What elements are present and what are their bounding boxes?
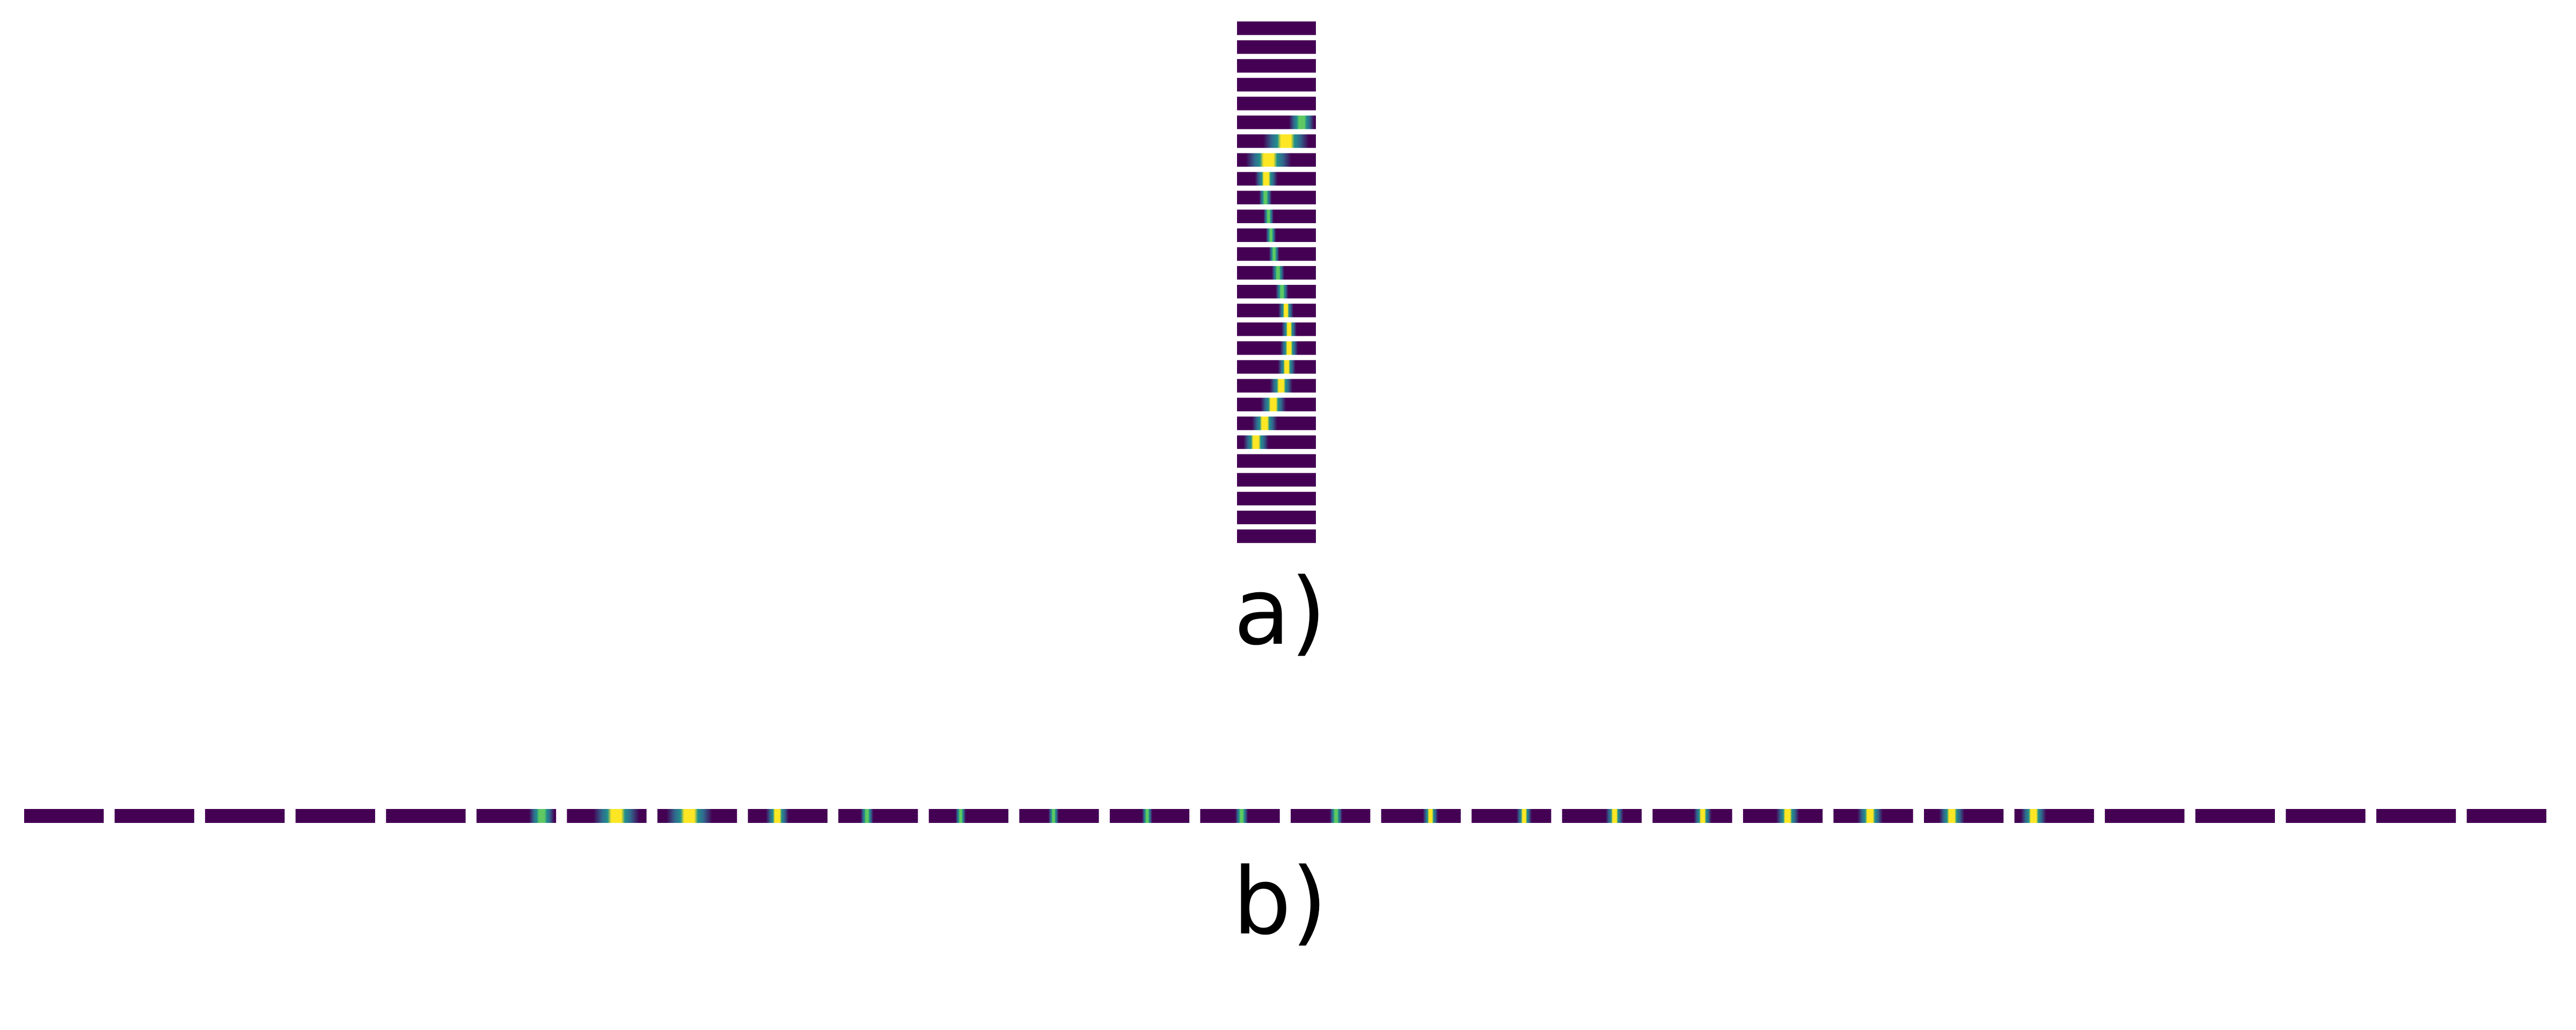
heatmap-strip-a — [1237, 416, 1316, 430]
heatmap-strip-b — [928, 809, 1008, 823]
heatmap-strip-a — [1237, 266, 1316, 280]
heatmap-strip-b — [2195, 809, 2275, 823]
heatmap-strip-b — [114, 809, 194, 823]
heatmap-strip-a — [1237, 78, 1316, 92]
heatmap-strip-a — [1237, 172, 1316, 186]
heatmap-strip-a — [1237, 40, 1316, 54]
panel-b-label: b) — [1233, 848, 1327, 955]
heatmap-strip-a — [1237, 21, 1316, 35]
heatmap-strip-a — [1237, 285, 1316, 299]
heatmap-strip-b — [567, 809, 647, 823]
heatmap-strip-b — [295, 809, 375, 823]
heatmap-strip-a — [1237, 59, 1316, 73]
heatmap-strip-b — [24, 809, 104, 823]
heatmap-strip-a — [1237, 491, 1316, 506]
heatmap-strip-b — [657, 809, 737, 823]
heatmap-strip-a — [1237, 97, 1316, 111]
heatmap-strip-a — [1237, 153, 1316, 167]
heatmap-strip-b — [2014, 809, 2094, 823]
heatmap-strip-a — [1237, 435, 1316, 449]
heatmap-strip-b — [1381, 809, 1461, 823]
heatmap-strip-b — [838, 809, 918, 823]
heatmap-strip-b — [1652, 809, 1732, 823]
heatmap-strip-b — [1472, 809, 1552, 823]
heatmap-strip-a — [1237, 379, 1316, 393]
heatmap-strip-a — [1237, 454, 1316, 468]
heatmap-strip-a — [1237, 134, 1316, 148]
heatmap-strip-b — [2376, 809, 2456, 823]
heatmap-strip-a — [1237, 115, 1316, 129]
heatmap-strip-b — [476, 809, 557, 823]
heatmap-strip-b — [2467, 809, 2546, 823]
heatmap-strip-a — [1237, 228, 1316, 242]
heatmap-strip-a — [1237, 341, 1316, 355]
heatmap-strip-b — [1291, 809, 1371, 823]
heatmap-strip-b — [1833, 809, 1913, 823]
heatmap-strip-b — [205, 809, 285, 823]
heatmap-strip-b — [386, 809, 466, 823]
heatmap-strip-b — [1562, 809, 1642, 823]
heatmap-strip-b — [1200, 809, 1280, 823]
heatmap-strip-a — [1237, 190, 1316, 204]
panel-a-heatmap-strips — [1237, 21, 1316, 543]
heatmap-strip-a — [1237, 473, 1316, 487]
heatmap-strip-a — [1237, 529, 1316, 543]
heatmap-strip-a — [1237, 209, 1316, 223]
heatmap-strip-b — [1743, 809, 1823, 823]
heatmap-strip-a — [1237, 304, 1316, 318]
heatmap-strip-a — [1237, 398, 1316, 411]
heatmap-strip-b — [2286, 809, 2366, 823]
panel-a-label: a) — [1234, 558, 1327, 666]
heatmap-strip-a — [1237, 247, 1316, 261]
heatmap-strip-b — [1924, 809, 2004, 823]
panel-b-heatmap-strips — [24, 809, 2546, 823]
heatmap-strip-b — [1109, 809, 1190, 823]
heatmap-strip-b — [1019, 809, 1099, 823]
heatmap-strip-a — [1237, 510, 1316, 525]
heatmap-strip-b — [2105, 809, 2185, 823]
heatmap-strip-a — [1237, 322, 1316, 336]
heatmap-strip-a — [1237, 360, 1316, 374]
heatmap-strip-b — [748, 809, 828, 823]
